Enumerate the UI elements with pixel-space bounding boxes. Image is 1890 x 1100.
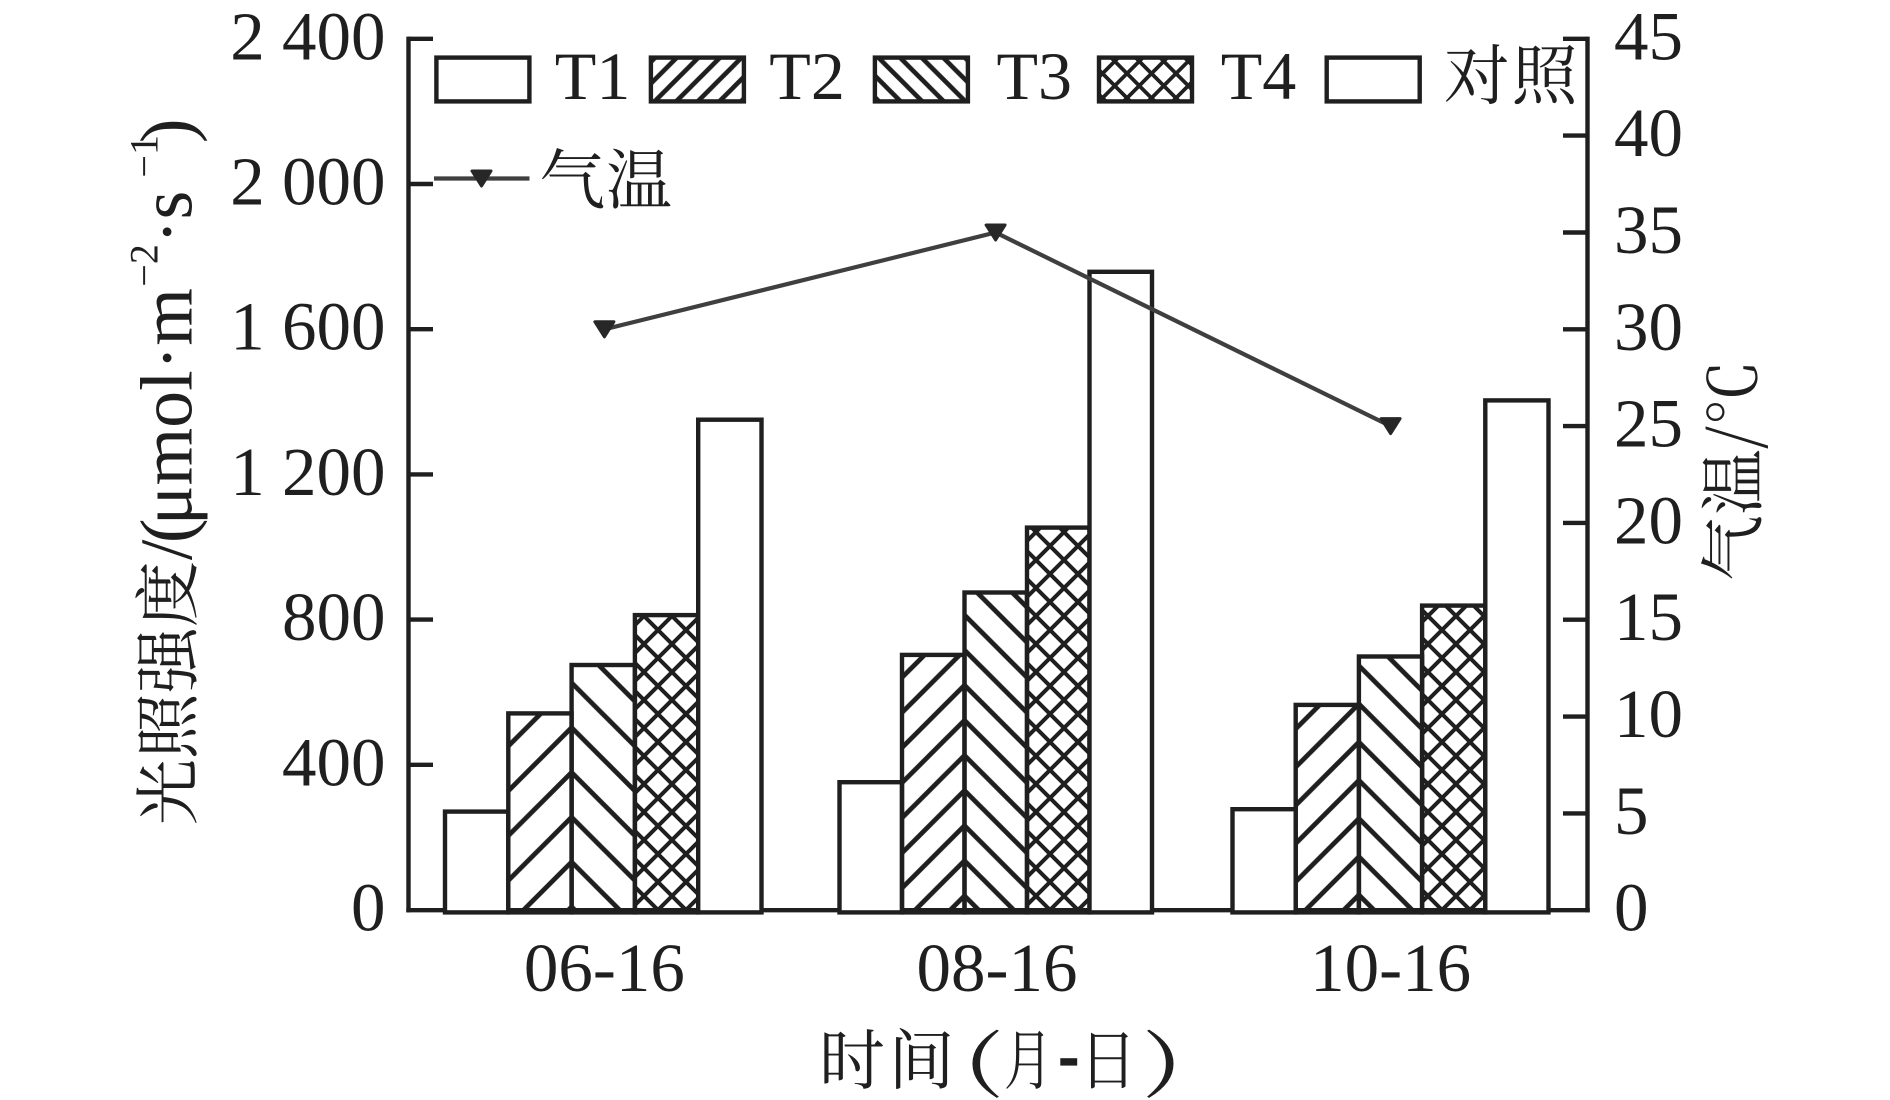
svg-text:25: 25 (1614, 386, 1683, 462)
svg-text:1 600: 1 600 (230, 289, 385, 365)
svg-text:(: ( (127, 518, 209, 543)
svg-text:2 400: 2 400 (230, 0, 385, 74)
svg-text:400: 400 (282, 724, 386, 800)
svg-text:45: 45 (1614, 0, 1683, 74)
svg-text:10: 10 (1614, 676, 1683, 752)
svg-text:0: 0 (1614, 870, 1649, 946)
svg-text:800: 800 (282, 579, 386, 655)
svg-text:35: 35 (1614, 192, 1683, 268)
svg-text:20: 20 (1614, 482, 1683, 558)
svg-text:10-16: 10-16 (1310, 930, 1471, 1006)
svg-text:0: 0 (351, 870, 386, 946)
svg-text:−2: −2 (122, 244, 167, 287)
svg-text:T4: T4 (1221, 38, 1297, 114)
svg-text:5: 5 (1614, 773, 1649, 849)
svg-text:2 000: 2 000 (230, 144, 385, 220)
svg-text:/: / (127, 539, 209, 560)
svg-text:μmol·m: μmol·m (127, 288, 209, 525)
svg-text:T1: T1 (555, 38, 631, 114)
svg-text:15: 15 (1614, 579, 1683, 655)
svg-text:T2: T2 (769, 38, 845, 114)
svg-text:−1: −1 (122, 135, 167, 178)
svg-text:30: 30 (1614, 289, 1683, 365)
svg-text:40: 40 (1614, 95, 1683, 171)
svg-text:1 200: 1 200 (230, 434, 385, 510)
svg-text:): ) (127, 118, 209, 143)
svg-text:·s: ·s (127, 191, 209, 244)
svg-text:06-16: 06-16 (524, 930, 685, 1006)
svg-text:T3: T3 (997, 38, 1073, 114)
svg-text:08-16: 08-16 (917, 930, 1078, 1006)
